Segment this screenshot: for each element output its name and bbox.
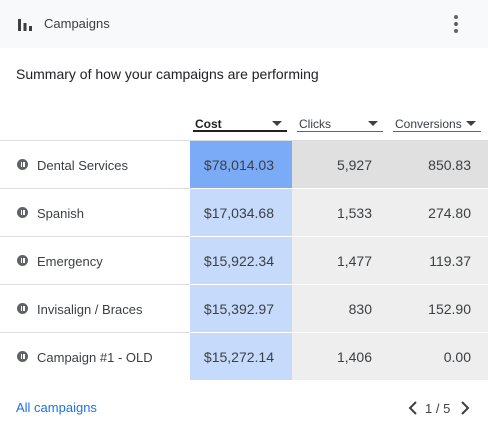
paused-status-icon [17,255,28,266]
column-header-conversions[interactable]: Conversions [393,108,481,132]
column-label-clicks: Clicks [299,117,331,131]
page-separator: / [435,401,440,416]
page-indicator: 1 / 5 [425,401,450,416]
cost-cell: $15,392.97 [190,285,292,333]
sort-down-icon [368,121,378,126]
bar-chart-icon [18,19,32,31]
sort-down-icon [272,121,282,126]
table-row[interactable]: Emergency $15,922.34 1,477 119.37 [0,237,488,285]
campaign-name: Dental Services [37,158,129,173]
cost-cell: $78,014.03 [190,141,292,189]
campaign-name: Emergency [37,254,103,269]
cost-cell: $17,034.68 [190,189,292,237]
card-title: Campaigns [44,16,110,31]
column-label-cost: Cost [195,117,222,131]
paused-status-icon [17,351,28,362]
chevron-right-icon[interactable] [458,400,472,416]
clicks-cell: 830 [292,285,389,333]
all-campaigns-link[interactable]: All campaigns [16,400,97,415]
campaign-name-cell: Spanish [0,189,190,237]
page-current: 1 [425,401,433,416]
campaign-name-cell: Emergency [0,237,190,285]
pagination: 1 / 5 [404,398,476,418]
sort-down-icon [466,121,476,126]
clicks-cell: 5,927 [292,141,389,189]
card-header: Campaigns [0,0,488,48]
more-vert-icon[interactable] [446,14,466,34]
chevron-left-icon[interactable] [406,400,420,416]
conversions-cell: 152.90 [389,285,488,333]
conversions-cell: 850.83 [389,141,488,189]
clicks-cell: 1,477 [292,237,389,285]
cost-cell: $15,922.34 [190,237,292,285]
page-total: 5 [443,401,451,416]
table-row[interactable]: Spanish $17,034.68 1,533 274.80 [0,189,488,237]
campaign-name: Spanish [37,206,84,221]
campaign-name-cell: Campaign #1 - OLD [0,333,190,381]
column-label-conversions: Conversions [395,117,462,131]
table-row[interactable]: Campaign #1 - OLD $15,272.14 1,406 0.00 [0,333,488,381]
campaign-name-cell: Dental Services [0,141,190,189]
conversions-cell: 119.37 [389,237,488,285]
paused-status-icon [17,207,28,218]
cost-cell: $15,272.14 [190,333,292,381]
column-header-cost[interactable]: Cost [193,108,287,132]
clicks-cell: 1,406 [292,333,389,381]
clicks-cell: 1,533 [292,189,389,237]
paused-status-icon [17,159,28,170]
table-row[interactable]: Invisalign / Braces $15,392.97 830 152.9… [0,285,488,333]
campaign-name-cell: Invisalign / Braces [0,285,190,333]
paused-status-icon [17,303,28,314]
table-row[interactable]: Dental Services $78,014.03 5,927 850.83 [0,141,488,189]
campaign-name: Invisalign / Braces [37,302,143,317]
column-header-clicks[interactable]: Clicks [297,108,383,132]
conversions-cell: 274.80 [389,189,488,237]
campaign-name: Campaign #1 - OLD [37,350,153,365]
table-divider [0,140,488,141]
conversions-cell: 0.00 [389,333,488,381]
card-subtitle: Summary of how your campaigns are perfor… [16,66,319,82]
